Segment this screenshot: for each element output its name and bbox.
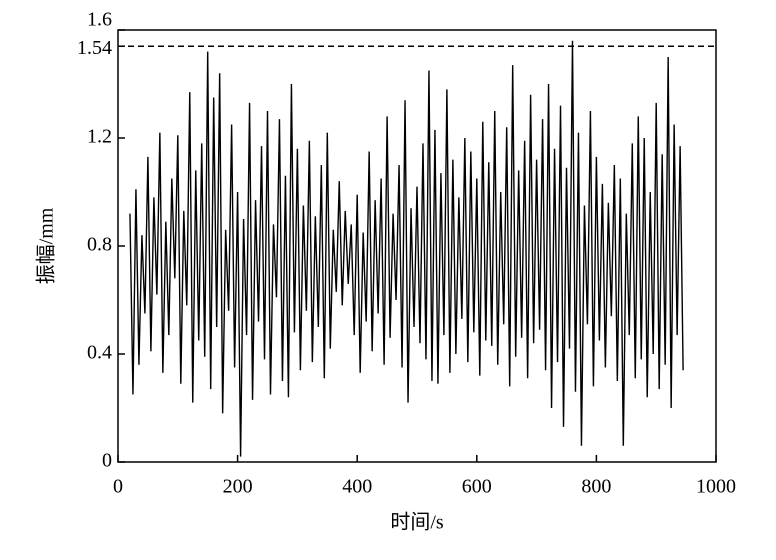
- y-axis-label: 振幅/mm: [35, 207, 58, 284]
- x-tick-label: 200: [223, 476, 253, 498]
- y-tick-label: 0.4: [87, 342, 112, 364]
- y-tick-label: 0: [102, 450, 112, 472]
- x-tick-label: 1000: [696, 476, 736, 498]
- x-axis-label: 时间/s: [390, 511, 444, 534]
- x-tick-label: 800: [581, 476, 611, 498]
- x-tick-label: 0: [113, 476, 123, 498]
- y-tick-label: 1.54: [77, 37, 112, 59]
- y-tick-label: 1.2: [87, 126, 112, 148]
- y-tick-label: 0.8: [87, 234, 112, 256]
- x-tick-label: 400: [342, 476, 372, 498]
- y-tick-label: 1.6: [87, 9, 112, 31]
- data-line: [129, 40, 684, 457]
- x-tick-label: 600: [462, 476, 492, 498]
